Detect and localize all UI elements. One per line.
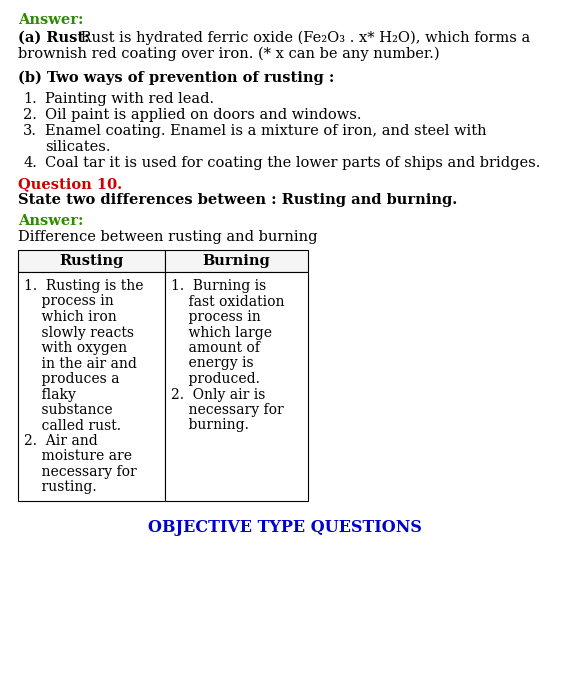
Text: flaky: flaky — [24, 387, 76, 402]
Text: necessary for: necessary for — [24, 465, 137, 479]
Text: rusting.: rusting. — [24, 481, 97, 494]
Text: OBJECTIVE TYPE QUESTIONS: OBJECTIVE TYPE QUESTIONS — [148, 519, 422, 536]
Text: moisture are: moisture are — [24, 449, 132, 464]
Text: called rust.: called rust. — [24, 419, 121, 432]
Text: Coal tar it is used for coating the lower parts of ships and bridges.: Coal tar it is used for coating the lowe… — [45, 156, 540, 170]
Text: 4.: 4. — [23, 156, 37, 170]
Text: produces a: produces a — [24, 372, 120, 386]
Text: produced.: produced. — [171, 372, 260, 386]
Text: burning.: burning. — [171, 419, 249, 432]
Bar — [18, 272, 165, 501]
Text: 2.  Air and: 2. Air and — [24, 434, 97, 448]
Text: substance: substance — [24, 403, 113, 417]
Text: with oxygen: with oxygen — [24, 341, 127, 355]
Text: Difference between rusting and burning: Difference between rusting and burning — [18, 230, 317, 244]
Text: amount of: amount of — [171, 341, 260, 355]
Text: Rust is hydrated ferric oxide (Fe₂O₃ . x* H₂O), which forms a: Rust is hydrated ferric oxide (Fe₂O₃ . x… — [76, 31, 530, 45]
Text: silicates.: silicates. — [45, 140, 111, 154]
Text: process in: process in — [171, 310, 260, 324]
Text: process in: process in — [24, 294, 114, 309]
Text: 1.  Burning is: 1. Burning is — [171, 279, 266, 293]
Text: 3.: 3. — [23, 124, 37, 138]
Text: 1.  Rusting is the: 1. Rusting is the — [24, 279, 144, 293]
Text: Answer:: Answer: — [18, 214, 83, 228]
Text: 2.: 2. — [23, 108, 37, 122]
Text: energy is: energy is — [171, 357, 254, 370]
Text: Oil paint is applied on doors and windows.: Oil paint is applied on doors and window… — [45, 108, 361, 122]
Text: which iron: which iron — [24, 310, 117, 324]
Bar — [165, 272, 308, 501]
Text: necessary for: necessary for — [171, 403, 284, 417]
Text: State two differences between : Rusting and burning.: State two differences between : Rusting … — [18, 193, 457, 207]
Text: 1.: 1. — [23, 92, 36, 106]
Text: 2.  Only air is: 2. Only air is — [171, 387, 266, 402]
Text: Burning: Burning — [202, 254, 270, 268]
Text: Answer:: Answer: — [18, 13, 83, 27]
Text: in the air and: in the air and — [24, 357, 137, 370]
Text: Question 10.: Question 10. — [18, 177, 122, 191]
Text: fast oxidation: fast oxidation — [171, 294, 284, 309]
Bar — [18, 250, 165, 272]
Text: slowly reacts: slowly reacts — [24, 326, 134, 339]
Text: (a) Rust:: (a) Rust: — [18, 31, 89, 45]
Text: (b) Two ways of prevention of rusting :: (b) Two ways of prevention of rusting : — [18, 71, 335, 85]
Text: Painting with red lead.: Painting with red lead. — [45, 92, 214, 106]
Bar — [165, 250, 308, 272]
Text: Enamel coating. Enamel is a mixture of iron, and steel with: Enamel coating. Enamel is a mixture of i… — [45, 124, 487, 138]
Text: brownish red coating over iron. (* x can be any number.): brownish red coating over iron. (* x can… — [18, 47, 439, 61]
Text: Rusting: Rusting — [59, 254, 124, 268]
Text: which large: which large — [171, 326, 272, 339]
